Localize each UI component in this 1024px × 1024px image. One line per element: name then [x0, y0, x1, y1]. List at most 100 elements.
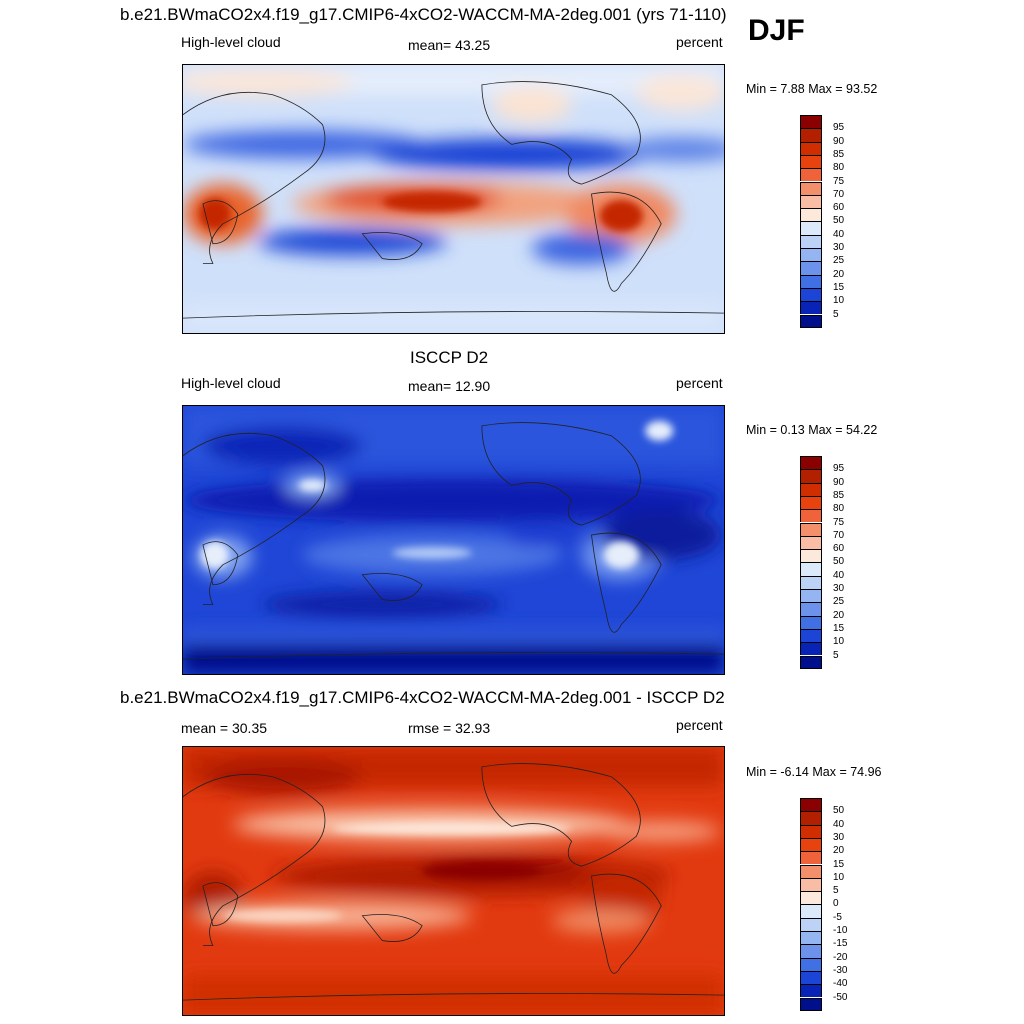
panel3-colorbar-tick-label: 0	[833, 898, 839, 910]
panel2-colorbar-tick-label: 90	[833, 476, 845, 488]
panel2-colorbar-swatch	[800, 495, 822, 510]
panel1-colorbar-swatch	[800, 314, 822, 328]
panel1-map-plot	[183, 65, 724, 333]
panel3-colorbar-tick-label: -10	[833, 925, 848, 936]
panel3-colorbar-swatch	[800, 970, 822, 985]
panel1-colorbar-swatch	[800, 194, 822, 209]
panel3-colorbar-tick-label: -30	[833, 964, 848, 976]
panel3-colorbar-swatch	[800, 837, 822, 852]
panel3-map	[182, 746, 725, 1016]
panel2-colorbar-swatch	[800, 509, 822, 523]
panel3-colorbar-swatch	[800, 824, 822, 838]
panel2-map-plot	[183, 406, 724, 674]
panel3-map-plot	[183, 747, 724, 1015]
panel1-colorbar-tick-label: 70	[833, 188, 845, 200]
panel1-colorbar-swatch	[800, 154, 822, 169]
panel1-mean: mean= 43.25	[408, 37, 491, 53]
panel3-colorbar-swatch	[800, 984, 822, 998]
panel1-colorbar-swatch	[800, 261, 822, 275]
panel1-colorbar-swatch	[800, 274, 822, 288]
panel1-colorbar-tick-label: 25	[833, 255, 845, 267]
panel2-colorbar-tick-label: 25	[833, 596, 845, 608]
panel2-colorbar-tick-label: 80	[833, 503, 845, 515]
panel3-colorbar-swatch	[800, 957, 822, 971]
panel1-title: b.e21.BWmaCO2x4.f19_g17.CMIP6-4xCO2-WACC…	[120, 5, 727, 24]
panel2-colorbar-tick-label: 20	[833, 609, 845, 621]
panel2-colorbar-swatch	[800, 562, 822, 576]
panel3-colorbar-tick-label: 30	[833, 831, 845, 843]
panel2-colorbar-swatch	[800, 655, 822, 669]
panel3-colorbar-swatch	[800, 864, 822, 878]
panel1-colorbar-tick-label: 75	[833, 175, 845, 187]
panel3-colorbar-tick-label: -40	[833, 978, 848, 990]
panel1-map	[182, 64, 725, 334]
panel3-colorbar-tick-label: 20	[833, 845, 845, 857]
panel3-colorbar-tick-label: 10	[833, 871, 845, 883]
panel3-colorbar-tick-label: -5	[833, 911, 842, 923]
panel2-colorbar-tick-label: 40	[833, 569, 845, 581]
panel1-colorbar-tick-label: 40	[833, 228, 845, 240]
panel2-units: percent	[676, 375, 723, 391]
panel1-colorbar-tick-label: 95	[833, 122, 845, 134]
panel3-title: b.e21.BWmaCO2x4.f19_g17.CMIP6-4xCO2-WACC…	[120, 688, 725, 707]
panel2-colorbar-tick-label: 70	[833, 529, 845, 541]
panel1-colorbar-tick-label: 15	[833, 281, 845, 293]
panel1-colorbar-swatch	[800, 221, 822, 235]
panel2-colorbar-tick-label: 85	[833, 489, 845, 501]
panel2-colorbar-swatch	[800, 642, 822, 656]
panel3-colorbar-swatch	[800, 798, 822, 812]
panel3-colorbar-swatch	[800, 811, 822, 825]
panel2-colorbar-swatch	[800, 575, 822, 589]
panel2-colorbar-swatch	[800, 456, 822, 470]
panel3-colorbar-swatch	[800, 931, 822, 945]
panel2-title: ISCCP D2	[410, 348, 489, 367]
panel1-colorbar-swatch	[800, 181, 822, 195]
panel3-mean: mean = 30.35	[181, 720, 268, 736]
panel2-colorbar-tick-label: 95	[833, 463, 845, 475]
panel1-minmax: Min = 7.88 Max = 93.52	[746, 82, 878, 96]
panel1-colorbar-tick-label: 80	[833, 162, 845, 174]
panel3-colorbar-tick-label: -50	[833, 991, 848, 1003]
panel3-colorbar-swatch	[800, 997, 822, 1011]
panel2-colorbar-swatch	[800, 469, 822, 483]
panel3-colorbar-tick-label: 40	[833, 818, 845, 830]
panel1-left-label: High-level cloud	[181, 34, 281, 50]
panel1-colorbar-swatch	[800, 301, 822, 315]
panel2-colorbar-swatch	[800, 589, 822, 603]
panel3-colorbar-swatch	[800, 891, 822, 905]
panel2-colorbar: 95 90 85 80 75 70 60 50 40 30 25 20 15 10 5	[800, 456, 844, 669]
panel2-minmax: Min = 0.13 Max = 54.22	[746, 423, 878, 437]
panel3-colorbar-tick-label: -15	[833, 938, 848, 950]
panel1-colorbar-tick-label: 90	[833, 135, 845, 147]
panel3-colorbar: 50 40 30 20 15 10 5 0 -5 -10 -15 -20 -30 -40 -50	[800, 798, 847, 1011]
season-label: DJF	[748, 14, 805, 47]
panel3-minmax: Min = -6.14 Max = 74.96	[746, 765, 882, 779]
panel2-colorbar-tick-label: 30	[833, 583, 845, 594]
panel1-colorbar-swatch	[800, 234, 822, 248]
panel3-colorbar-tick-label: 15	[833, 858, 845, 870]
panel3-colorbar-tick-label: 5	[833, 885, 839, 897]
panel2-map	[182, 405, 725, 675]
panel1-colorbar-swatch	[800, 168, 822, 182]
panel2-colorbar-tick-label: 5	[833, 649, 839, 661]
panel2-colorbar-swatch	[800, 615, 822, 629]
panel3-colorbar-tick-label: -20	[833, 951, 848, 963]
panel2-colorbar-tick-label: 75	[833, 516, 845, 528]
panel3-colorbar-swatch	[800, 851, 822, 865]
panel1-colorbar-tick-label: 85	[833, 148, 845, 160]
panel3-colorbar-swatch	[800, 917, 822, 931]
panel2-colorbar-tick-label: 15	[833, 622, 845, 634]
panel3-colorbar-tick-label: 50	[833, 805, 845, 817]
panel3-colorbar-swatch	[800, 944, 822, 958]
panel1-colorbar-tick-label: 30	[833, 242, 845, 253]
panel3-colorbar-swatch	[800, 877, 822, 892]
panel1-colorbar-swatch	[800, 115, 822, 129]
panel1-colorbar-swatch	[800, 287, 822, 302]
panel2-mean: mean= 12.90	[408, 378, 491, 394]
panel1-colorbar-swatch	[800, 208, 822, 222]
panel1-colorbar-tick-label: 5	[833, 308, 839, 320]
panel2-left-label: High-level cloud	[181, 375, 281, 391]
panel3-rmse: rmse = 32.93	[408, 720, 491, 736]
panel2-colorbar-tick-label: 50	[833, 556, 845, 568]
panel1-colorbar-tick-label: 60	[833, 202, 845, 214]
